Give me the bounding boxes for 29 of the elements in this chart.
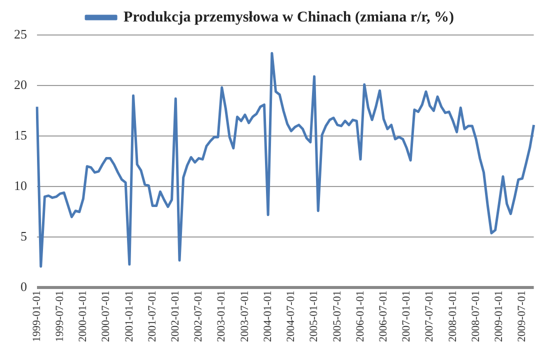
y-tick-label: 20 [14, 76, 27, 92]
y-tick-label: 5 [20, 228, 27, 244]
x-tick-label: 2008-07-01 [470, 290, 482, 342]
x-tick-label: 2003-01-01 [216, 290, 228, 342]
y-tick-label: 10 [14, 178, 27, 194]
x-tick-label: 2006-01-01 [354, 290, 366, 342]
x-tick-label: 2001-01-01 [123, 290, 136, 342]
x-tick-label: 2007-07-01 [424, 290, 436, 342]
x-tick-label: 1999-01-01 [30, 290, 43, 342]
x-tick-label: 2003-07-01 [238, 290, 251, 342]
x-tick-label: 2007-01-01 [400, 290, 413, 342]
y-tick-label: 15 [14, 127, 27, 142]
x-tick-label: 2000-07-01 [100, 290, 112, 342]
x-tick-label: 2004-07-01 [285, 290, 298, 342]
x-tick-label: 2005-01-01 [308, 290, 320, 342]
y-tick-label: 25 [14, 26, 27, 42]
x-tick-label: 2009-07-01 [516, 290, 528, 342]
x-tick-label: 2006-07-01 [377, 290, 390, 342]
x-tick-label: 2009-01-01 [493, 290, 506, 342]
x-tick-label: 2002-01-01 [170, 290, 182, 342]
x-tick-label: 2000-01-01 [77, 290, 90, 342]
x-tick-label: 2004-01-01 [262, 290, 274, 342]
x-tick-label: 2005-07-01 [331, 290, 344, 342]
y-tick-label: 0 [20, 279, 27, 294]
x-tick-label: 2008-01-01 [446, 290, 459, 342]
legend-label: Produkcja przemysłowa w Chinach (zmiana r/r, %) [124, 9, 454, 26]
x-tick-label: 2002-07-01 [192, 290, 205, 342]
x-tick-label: 1999-07-01 [54, 290, 66, 342]
x-tick-label: 2001-07-01 [146, 290, 158, 342]
